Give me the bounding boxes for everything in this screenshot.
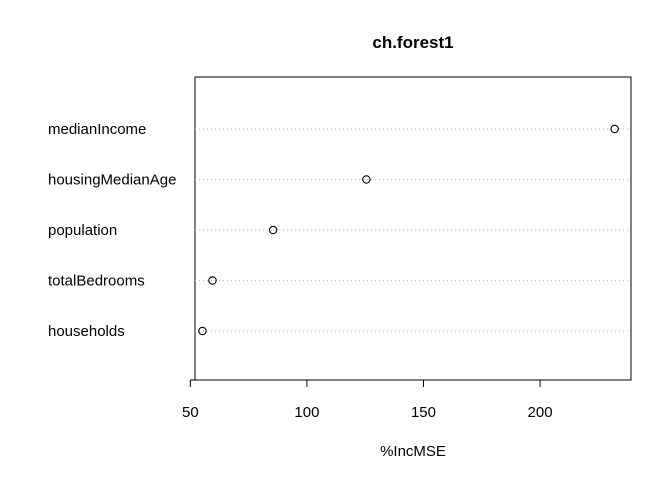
x-tick-label: 50 (182, 404, 199, 421)
data-point (610, 124, 619, 134)
x-tick-label: 100 (294, 404, 319, 421)
category-label: medianIncome (48, 121, 146, 138)
data-points (198, 124, 619, 336)
data-point (362, 175, 371, 184)
data-point (198, 326, 207, 336)
category-label: housingMedianAge (48, 172, 176, 189)
plot-frame (194, 76, 632, 381)
category-labels: medianIncome housingMedianAge population to… (48, 121, 176, 340)
x-axis-label: %IncMSE (380, 443, 446, 460)
category-label: population (48, 222, 117, 239)
data-point (208, 276, 217, 285)
x-tick-label: 200 (528, 404, 553, 421)
x-axis: 50 100 150 200 (182, 379, 553, 421)
category-label: totalBedrooms (48, 273, 145, 290)
guide-lines (195, 128, 631, 332)
chart-title: ch.forest1 (372, 33, 453, 52)
category-label: households (48, 323, 125, 340)
data-point (268, 225, 278, 235)
x-tick-label: 150 (411, 404, 436, 421)
